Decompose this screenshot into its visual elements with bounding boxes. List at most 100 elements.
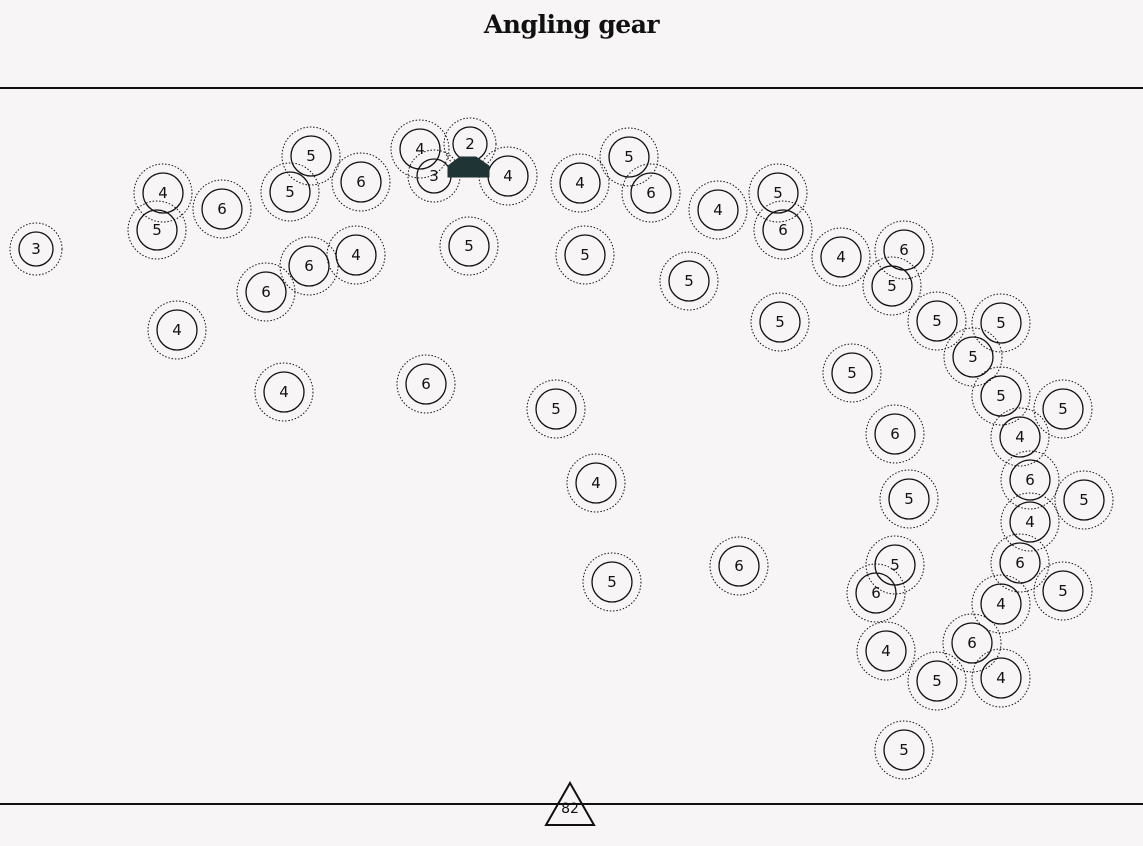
game-title: Angling gear <box>483 10 660 39</box>
target-circle[interactable]: 5 <box>659 251 719 311</box>
target-circle[interactable]: 6 <box>621 163 681 223</box>
target-value: 6 <box>899 241 909 259</box>
target-value: 4 <box>172 321 182 339</box>
target-outer-ring <box>942 613 1002 673</box>
target-circle[interactable]: 5 <box>1033 379 1093 439</box>
target-value: 5 <box>306 147 316 165</box>
target-circle[interactable]: 6 <box>990 533 1050 593</box>
target-circle[interactable]: 6 <box>192 179 252 239</box>
target-value: 4 <box>713 201 723 219</box>
target-value: 5 <box>847 364 857 382</box>
target-circle[interactable]: 5 <box>599 127 659 187</box>
target-circle[interactable]: 5 <box>748 163 808 223</box>
target-inner-ring <box>668 260 710 302</box>
target-circle[interactable]: 5 <box>582 552 642 612</box>
target-outer-ring <box>856 621 916 681</box>
target-circle[interactable]: 5 <box>907 291 967 351</box>
target-inner-ring <box>980 657 1022 699</box>
target-circle[interactable]: 5 <box>862 256 922 316</box>
target-inner-ring <box>564 234 606 276</box>
target-circle[interactable]: 6 <box>865 404 925 464</box>
target-circle[interactable]: 4 <box>147 300 207 360</box>
target-circle[interactable]: 4 <box>971 648 1031 708</box>
target-circle[interactable]: 5 <box>1054 470 1114 530</box>
target-circle[interactable]: 6 <box>942 613 1002 673</box>
target-inner-ring <box>697 189 739 231</box>
target-outer-ring <box>879 469 939 529</box>
target-value: 6 <box>1025 471 1035 489</box>
target-circle[interactable]: 4 <box>550 153 610 213</box>
target-circle[interactable]: 5 <box>971 293 1031 353</box>
target-circle[interactable]: 4 <box>133 163 193 223</box>
target-circle[interactable]: 4 <box>254 362 314 422</box>
target-circle[interactable]: 5 <box>879 469 939 529</box>
target-outer-ring <box>811 227 871 287</box>
target-outer-ring <box>990 407 1050 467</box>
target-value: 5 <box>624 148 634 166</box>
target-circle[interactable]: 6 <box>709 536 769 596</box>
target-inner-ring <box>575 462 617 504</box>
target-circle[interactable]: 4 <box>971 574 1031 634</box>
target-outer-ring <box>279 236 339 296</box>
target-inner-ring <box>591 561 633 603</box>
target-circle[interactable]: 4 <box>390 119 450 179</box>
target-value: 4 <box>575 174 585 192</box>
target-outer-ring <box>1054 470 1114 530</box>
target-circle[interactable]: 5 <box>971 366 1031 426</box>
target-value: 5 <box>551 400 561 418</box>
target-circle[interactable]: 6 <box>846 563 906 623</box>
target-inner-ring <box>335 234 377 276</box>
target-value: 5 <box>775 313 785 331</box>
target-inner-ring <box>340 161 382 203</box>
target-circle[interactable]: 5 <box>526 379 586 439</box>
target-outer-ring <box>133 163 193 223</box>
target-circle[interactable]: 5 <box>822 343 882 403</box>
target-inner-ring <box>951 622 993 664</box>
target-inner-ring <box>980 583 1022 625</box>
target-inner-ring <box>201 188 243 230</box>
target-circle[interactable]: 4 <box>326 225 386 285</box>
target-value: 5 <box>1058 582 1068 600</box>
target-outer-ring <box>127 200 187 260</box>
target-value: 4 <box>351 246 361 264</box>
target-circle[interactable]: 3 <box>9 222 63 276</box>
target-outer-ring <box>943 327 1003 387</box>
target-circle[interactable]: 4 <box>990 407 1050 467</box>
target-inner-ring <box>18 231 54 267</box>
target-circle[interactable]: 5 <box>555 225 615 285</box>
target-inner-ring <box>1042 388 1084 430</box>
target-value: 5 <box>773 184 783 202</box>
target-inner-ring <box>1063 479 1105 521</box>
target-circle[interactable]: 4 <box>566 453 626 513</box>
target-circle[interactable]: 5 <box>439 216 499 276</box>
target-circle[interactable]: 5 <box>1033 561 1093 621</box>
target-inner-ring <box>883 729 925 771</box>
target-outer-ring <box>326 225 386 285</box>
target-circle[interactable]: 6 <box>396 354 456 414</box>
target-circle[interactable]: 5 <box>127 200 187 260</box>
target-value: 5 <box>1079 491 1089 509</box>
target-circle[interactable]: 5 <box>750 292 810 352</box>
target-circle[interactable]: 6 <box>1000 450 1060 510</box>
target-value: 5 <box>996 314 1006 332</box>
target-circle[interactable]: 5 <box>281 126 341 186</box>
target-circle[interactable]: 5 <box>907 651 967 711</box>
target-circle[interactable]: 6 <box>331 152 391 212</box>
target-circle[interactable]: 6 <box>236 262 296 322</box>
target-circle[interactable]: 5 <box>874 720 934 780</box>
target-circle[interactable]: 4 <box>1000 492 1060 552</box>
target-outer-ring <box>439 216 499 276</box>
target-value: 4 <box>415 140 425 158</box>
target-circle[interactable]: 5 <box>943 327 1003 387</box>
target-circle[interactable]: 6 <box>753 200 813 260</box>
target-value: 5 <box>932 672 942 690</box>
target-circle[interactable]: 5 <box>260 162 320 222</box>
target-circle[interactable]: 4 <box>856 621 916 681</box>
target-outer-ring <box>260 162 320 222</box>
target-inner-ring <box>1042 570 1084 612</box>
target-value: 6 <box>967 634 977 652</box>
target-circle[interactable]: 4 <box>688 180 748 240</box>
target-circle[interactable]: 4 <box>811 227 871 287</box>
boat-pentagon-icon[interactable] <box>447 156 490 178</box>
